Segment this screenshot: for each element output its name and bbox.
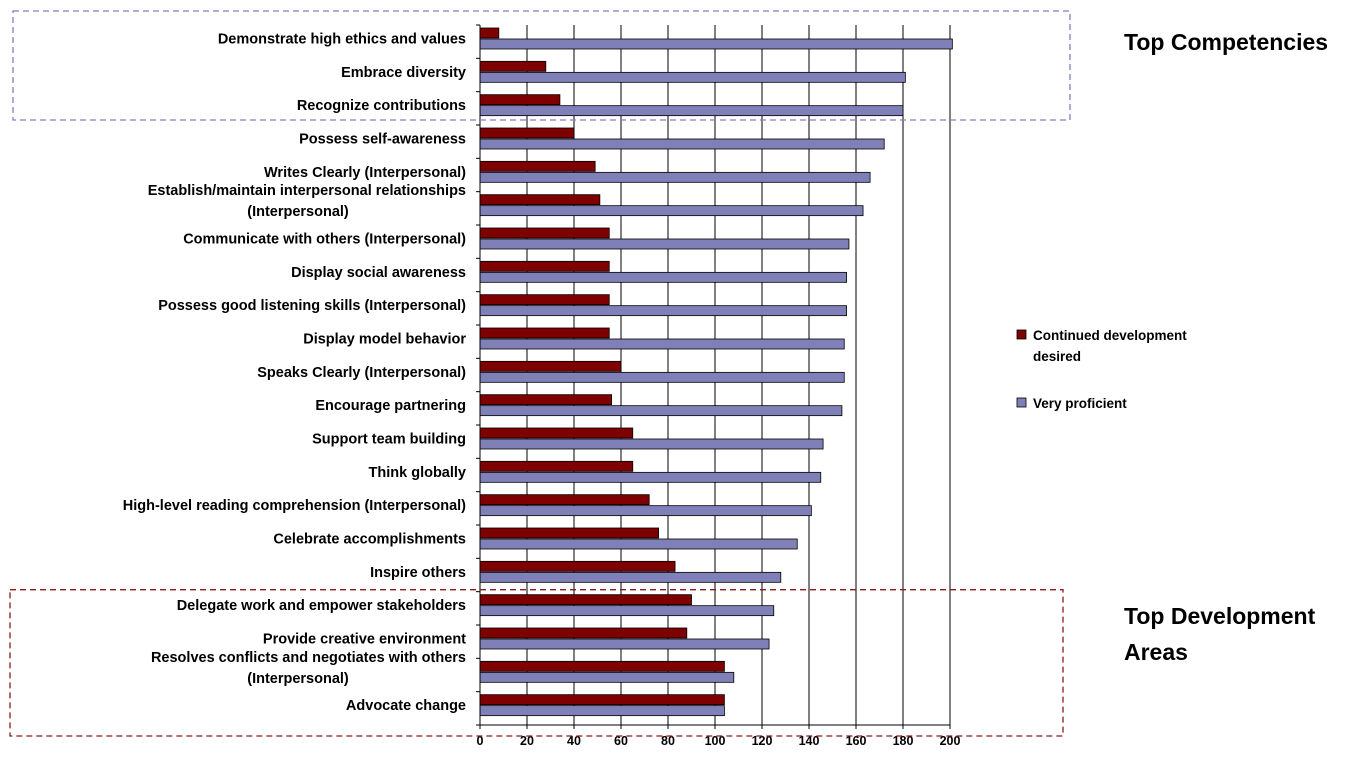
callout-box [12, 10, 1071, 121]
bar-development [479, 94, 561, 106]
category-label: Inspire others [370, 565, 466, 581]
x-tick-label: 0 [477, 734, 484, 748]
callout-box [9, 589, 1064, 737]
legend-swatch [1016, 397, 1027, 408]
legend: Continued development desired Very profici… [1016, 328, 1187, 411]
bars [479, 27, 953, 717]
category-label: Possess good listening skills (Interpers… [158, 298, 466, 314]
bar-proficient [479, 605, 775, 617]
bar-development [479, 260, 610, 272]
callout-label: Top Competencies [1124, 29, 1328, 55]
x-tick-label: 80 [661, 734, 675, 748]
category-label: Display social awareness [291, 265, 466, 281]
bar-development [479, 560, 676, 572]
bar-development [479, 227, 610, 239]
category-label: Encourage partnering [315, 398, 466, 414]
legend-label: Continued development desired [1033, 328, 1187, 364]
callouts: Top Competencies Top Development Areas [9, 10, 1328, 737]
x-tick-label: 160 [846, 734, 867, 748]
bar-proficient [479, 271, 848, 283]
axes [476, 24, 951, 729]
bar-proficient [479, 105, 904, 117]
category-label: Celebrate accomplishments [273, 532, 466, 548]
x-tick-label: 120 [752, 734, 773, 748]
bar-proficient [479, 571, 782, 583]
category-label: Delegate work and empower stakeholders [177, 598, 466, 614]
category-label: Establish/maintain interpersonal relatio… [148, 183, 466, 220]
x-tick-label: 140 [799, 734, 820, 748]
category-label: Embrace diversity [341, 65, 466, 81]
category-label-line: Establish/maintain interpersonal relatio… [148, 183, 466, 199]
callout-label-line: Areas [1124, 639, 1188, 665]
bar-development [479, 160, 596, 172]
category-label: Resolves conflicts and negotiates with o… [151, 650, 466, 687]
category-label: Writes Clearly (Interpersonal) [264, 165, 466, 181]
bar-development [479, 27, 500, 39]
bar-development [479, 360, 622, 372]
x-tick-label: 40 [567, 734, 581, 748]
bar-development [479, 527, 660, 539]
bar-development [479, 327, 610, 339]
category-labels: Demonstrate high ethics and values Embrac… [123, 32, 467, 715]
bar-development [479, 194, 601, 206]
bar-proficient [479, 471, 822, 483]
bar-development [479, 427, 634, 439]
x-tick-label: 180 [893, 734, 914, 748]
bar-development [479, 594, 692, 606]
x-tick-label: 20 [520, 734, 534, 748]
category-label: Support team building [312, 432, 466, 448]
callout-label: Top Development Areas [1124, 603, 1316, 665]
bar-proficient [479, 38, 953, 50]
bar-development [479, 660, 725, 672]
category-label: Demonstrate high ethics and values [218, 32, 466, 48]
legend-label-line: desired [1033, 349, 1081, 364]
category-label: Recognize contributions [297, 98, 466, 114]
x-tick-labels: 0 20 40 60 80 100 120 140 160 180 200 [477, 734, 961, 748]
category-label-line: Resolves conflicts and negotiates with o… [151, 650, 466, 666]
bar-development [479, 460, 634, 472]
bar-proficient [479, 171, 871, 183]
callout-label-line: Top Development [1124, 603, 1316, 629]
legend-label-line: Continued development [1033, 328, 1187, 343]
category-label: Provide creative environment [263, 632, 466, 648]
bar-development [479, 394, 613, 406]
legend-label: Very proficient [1033, 396, 1127, 411]
bar-development [479, 60, 547, 72]
category-label: Think globally [369, 465, 466, 481]
bar-development [479, 294, 610, 306]
callout-label-line: Top Competencies [1124, 29, 1328, 55]
bar-proficient [479, 705, 725, 717]
bar-proficient [479, 138, 885, 150]
category-label: Communicate with others (Interpersonal) [183, 232, 466, 248]
bar-proficient [479, 405, 843, 417]
category-label: Possess self-awareness [299, 132, 466, 148]
bar-proficient [479, 371, 845, 383]
x-tick-label: 100 [705, 734, 726, 748]
bar-proficient [479, 238, 850, 250]
bar-proficient [479, 305, 848, 317]
bar-proficient [479, 638, 770, 650]
category-label: High-level reading comprehension (Interp… [123, 498, 466, 514]
category-label: Advocate change [346, 698, 466, 714]
bar-proficient [479, 671, 735, 683]
x-tick-label: 200 [940, 734, 961, 748]
bar-development [479, 627, 688, 639]
bar-proficient [479, 205, 864, 217]
bar-proficient [479, 538, 798, 550]
bar-development [479, 694, 725, 706]
x-tick-label: 60 [614, 734, 628, 748]
bar-proficient [479, 505, 812, 517]
category-label-line: (Interpersonal) [247, 671, 349, 687]
bar-proficient [479, 438, 824, 450]
legend-swatch [1016, 329, 1027, 340]
bar-proficient [479, 71, 906, 83]
category-label-line: (Interpersonal) [247, 204, 349, 220]
bar-proficient [479, 338, 845, 350]
category-label: Display model behavior [303, 332, 466, 348]
bar-development [479, 494, 650, 506]
bar-development [479, 127, 575, 139]
category-label: Speaks Clearly (Interpersonal) [257, 365, 466, 381]
